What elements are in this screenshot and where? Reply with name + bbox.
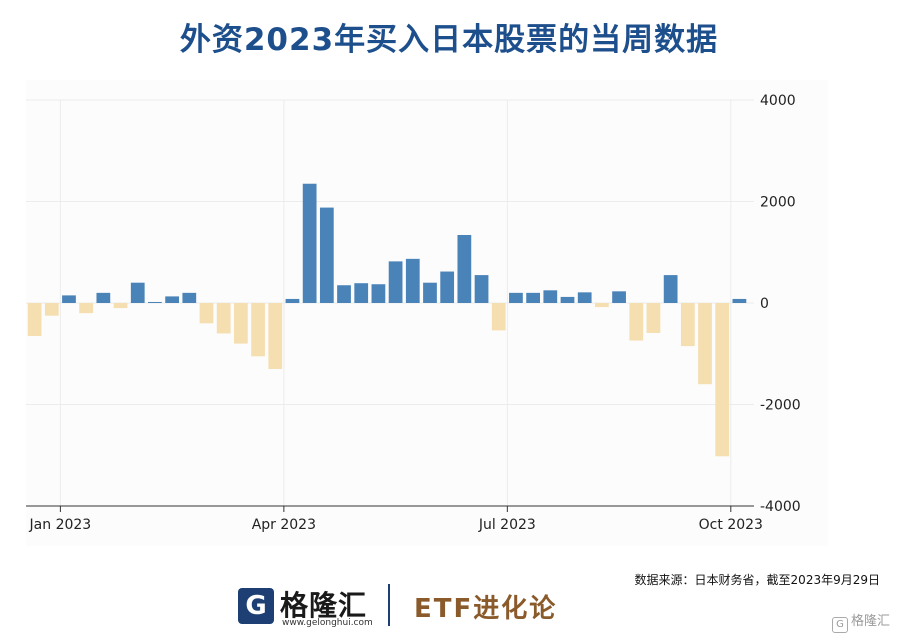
x-tick-label: Apr 2023 (252, 517, 316, 533)
bar (130, 282, 145, 303)
bar (319, 207, 334, 303)
bar (405, 258, 420, 303)
bar (543, 290, 558, 303)
logo-divider (388, 584, 390, 626)
bar (234, 303, 248, 344)
bar (629, 303, 644, 341)
bar (148, 301, 162, 303)
bar (182, 292, 197, 303)
bar (165, 296, 179, 303)
bar (216, 303, 231, 334)
bar (612, 291, 626, 303)
bar (199, 303, 214, 324)
bar (680, 303, 695, 347)
bar (302, 183, 317, 303)
gelonghui-logo-name: 格隆汇 (280, 589, 368, 622)
bar (715, 303, 730, 457)
bar (268, 303, 283, 369)
x-tick-label: Jan 2023 (29, 517, 92, 533)
bar (526, 292, 540, 303)
bar (491, 303, 506, 331)
chart-area: 4000 2000 0 -2000 -4000 Jan 2023 Apr 2023 Jul 2… (26, 93, 801, 533)
watermark-icon: G (831, 617, 848, 633)
bar (371, 284, 386, 303)
bar (509, 292, 523, 303)
bar (732, 298, 747, 303)
bar (646, 303, 661, 333)
watermark: G 格隆汇 (831, 610, 890, 633)
y-tick-label: 0 (760, 296, 769, 312)
bar (595, 303, 609, 308)
bar (96, 292, 111, 303)
bar (577, 292, 592, 303)
watermark-text: 格隆汇 (850, 614, 890, 629)
bar (285, 298, 300, 303)
etf-brand-label: ETF进化论 (414, 594, 558, 624)
bar (251, 303, 265, 357)
bar (457, 234, 472, 303)
y-tick-label: 2000 (760, 195, 796, 211)
chart-title: 外资2023年买入日本股票的当周数据 (179, 22, 719, 58)
gelonghui-logo-url: www.gelonghui.com (282, 618, 373, 628)
bar (113, 303, 128, 309)
bar (560, 296, 575, 303)
footer-logos: G 格隆汇 www.gelonghui.com ETF进化论 (0, 582, 898, 630)
bar (354, 283, 369, 303)
gelonghui-logo-icon: G (238, 588, 274, 624)
bar (440, 271, 455, 303)
bar (337, 285, 351, 303)
bar-chart: 4000 2000 0 -2000 -4000 Jan 2023 Apr 2023 Jul 2… (26, 93, 801, 533)
bar (698, 303, 712, 385)
y-tick-label: -4000 (760, 499, 801, 515)
bar (27, 303, 42, 336)
data-source-note: 数据来源：日本财务省，截至2023年9月29日 (634, 573, 880, 587)
x-tick-label: Jul 2023 (478, 517, 536, 533)
bar (62, 295, 76, 303)
bar (388, 261, 403, 303)
bar (423, 282, 437, 303)
y-tick-label: 4000 (760, 93, 796, 109)
bar (44, 303, 59, 316)
bar (474, 275, 489, 303)
bar (79, 303, 94, 314)
x-tick-label: Oct 2023 (699, 517, 763, 533)
y-tick-label: -2000 (760, 398, 801, 414)
bar (663, 275, 678, 303)
